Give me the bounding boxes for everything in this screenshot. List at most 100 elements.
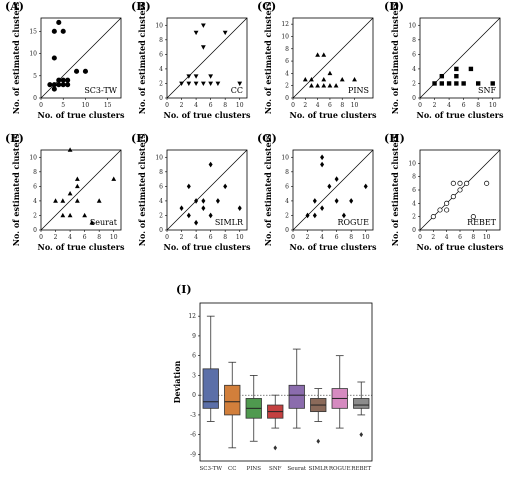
y-tick-label: 0 <box>159 227 163 234</box>
y-tick-label: 2 <box>159 212 163 219</box>
panel-letter: (E) <box>5 132 24 145</box>
data-point <box>215 198 220 204</box>
x-tick-label: 4 <box>68 234 72 241</box>
data-point <box>201 205 206 211</box>
x-tick-label: 10 <box>82 102 90 109</box>
panel-letter: (I) <box>176 283 192 296</box>
y-tick-label: 10 <box>29 51 37 58</box>
x-tick-label: 4 <box>194 234 198 241</box>
data-point <box>430 214 436 220</box>
y-tick-label: 0 <box>412 227 416 234</box>
y-tick-label: 2 <box>412 214 416 221</box>
y-tick-label: 0 <box>33 227 37 234</box>
panel-letter: (A) <box>5 0 24 13</box>
data-point <box>341 212 346 219</box>
data-point <box>60 28 66 34</box>
data-point <box>484 180 490 186</box>
y-tick-label: 6 <box>412 187 416 194</box>
y-tick-label: 4 <box>285 70 289 77</box>
y-tick-label: -3 <box>190 412 196 419</box>
x-tick-label: 8 <box>97 234 101 241</box>
data-point <box>56 77 62 83</box>
x-axis-title: No. of true clusters <box>164 242 251 252</box>
data-point <box>67 191 73 196</box>
box-cc: CC <box>224 361 241 472</box>
data-point <box>315 83 321 88</box>
y-axis-title: No. of estimated clusters <box>390 1 400 114</box>
data-point <box>67 212 73 218</box>
y-tick-label: 10 <box>29 154 37 161</box>
data-point <box>60 82 66 88</box>
y-tick-label: 9 <box>192 333 196 340</box>
y-tick-label: 15 <box>29 28 37 35</box>
x-axis-title: No. of true clusters <box>417 110 504 120</box>
data-point <box>56 19 62 25</box>
data-point <box>82 68 88 74</box>
data-point <box>186 74 192 79</box>
method-label: SC3-TW <box>84 86 117 95</box>
y-tick-label: 4 <box>412 66 416 73</box>
y-axis-title: No. of estimated clusters <box>137 1 147 114</box>
plot-frame <box>40 149 122 231</box>
data-point <box>349 198 354 204</box>
y-tick-label: 6 <box>285 58 289 65</box>
data-point <box>320 205 325 211</box>
data-point <box>454 73 459 79</box>
identity-line <box>166 17 248 99</box>
x-tick-label: 2 <box>180 102 184 109</box>
x-tick-label: 10 <box>236 234 244 241</box>
box-rebet: REBET <box>351 381 372 472</box>
plot-frame <box>40 17 122 99</box>
identity-line <box>40 149 122 231</box>
x-tick-label: 8 <box>223 234 227 241</box>
identity-line <box>292 17 374 99</box>
box-snf: SNF <box>267 394 284 472</box>
y-tick-label: 3 <box>192 372 196 379</box>
category-label: Seurat <box>287 466 306 472</box>
y-tick-label: 4 <box>33 198 37 205</box>
data-point <box>309 76 314 82</box>
scatter-panel-pins: (C) 0 2 4 6 8 10 0 2 4 6 8 10 12 No. of true clusters N… <box>257 0 377 120</box>
data-point <box>352 76 357 82</box>
y-tick-label: 10 <box>155 22 163 29</box>
data-point <box>454 66 459 72</box>
y-axis-title: No. of estimated clusters <box>11 133 21 246</box>
data-point <box>334 176 339 182</box>
method-label: Seurat <box>90 218 118 227</box>
plot-frame <box>292 149 374 231</box>
data-point <box>446 81 452 86</box>
plot-frame <box>166 149 248 231</box>
x-tick-label: 2 <box>180 234 184 241</box>
data-point <box>450 194 456 200</box>
x-tick-label: 0 <box>165 102 169 109</box>
data-point <box>200 81 206 87</box>
x-tick-label: 8 <box>471 234 475 241</box>
data-point <box>200 45 206 50</box>
x-tick-label: 4 <box>194 102 198 109</box>
iqr-box <box>353 398 370 409</box>
x-tick-label: 2 <box>433 102 437 109</box>
data-point <box>444 207 450 213</box>
x-tick-label: 10 <box>362 234 370 241</box>
x-tick-label: 8 <box>340 102 344 109</box>
data-point <box>194 219 199 226</box>
x-tick-label: 2 <box>431 234 435 241</box>
y-tick-label: 6 <box>192 353 196 360</box>
identity-line <box>166 149 248 231</box>
data-point <box>321 76 327 82</box>
x-axis-title: No. of true clusters <box>38 242 125 252</box>
data-point <box>321 83 327 88</box>
data-point <box>74 183 80 189</box>
data-point <box>186 212 191 219</box>
box-rogue: ROGUE <box>329 355 351 472</box>
data-point <box>312 198 317 204</box>
iqr-box <box>224 384 241 416</box>
x-tick-label: 0 <box>418 234 422 241</box>
x-tick-label: 4 <box>316 102 320 109</box>
x-tick-label: 0 <box>418 102 422 109</box>
y-axis-title: No. of estimated clusters <box>263 1 273 114</box>
plot-frame <box>166 17 248 99</box>
data-point <box>439 73 445 79</box>
